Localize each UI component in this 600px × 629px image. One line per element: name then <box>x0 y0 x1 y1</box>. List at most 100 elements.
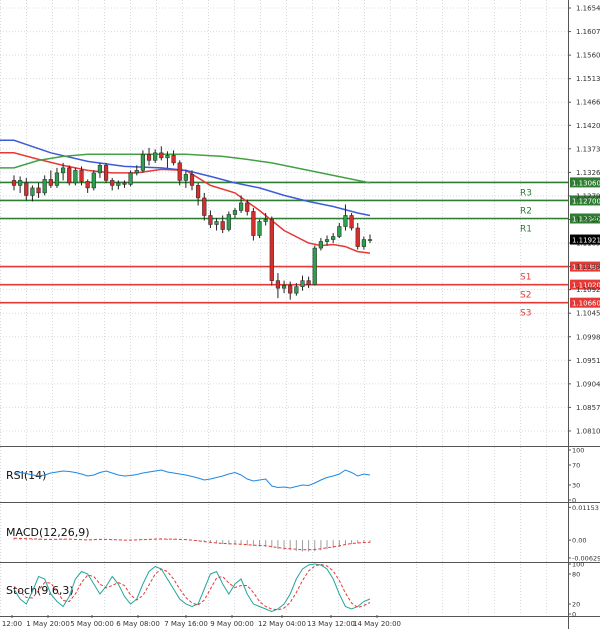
candle-body-down <box>196 185 201 199</box>
candle-body-down <box>24 182 29 196</box>
level-name-r1: R1 <box>520 224 532 234</box>
candle <box>331 233 336 244</box>
candle-body-up <box>300 280 305 287</box>
candle <box>349 212 354 231</box>
time-tick-label: 5 May 00:00 <box>70 620 114 628</box>
candle-body-up <box>42 179 47 194</box>
candle <box>91 170 96 191</box>
candle-body-down <box>275 280 281 289</box>
price-tick-label: 1.11380 <box>576 263 600 271</box>
candle-body-up <box>134 170 139 174</box>
candle <box>202 192 207 221</box>
candle-body-down <box>349 215 354 229</box>
candle <box>300 275 305 291</box>
rsi-line <box>13 469 371 489</box>
candle <box>73 167 78 186</box>
candle-body-down <box>245 202 250 212</box>
time-axis: 12:00 1 May 20:00 5 May 00:00 6 May 08:00 7 … <box>2 615 401 628</box>
candle-body-down <box>159 152 164 159</box>
candle-body-down <box>103 165 109 181</box>
time-tick-label: 1 May 20:00 <box>26 620 70 628</box>
candle <box>318 238 323 251</box>
candle-body-up <box>54 172 60 186</box>
candle <box>183 170 188 188</box>
candle <box>214 217 219 231</box>
candle-body-down <box>269 219 274 281</box>
macd-signal-line <box>13 537 371 551</box>
time-tick-label: 13 May 12:00 <box>307 620 355 628</box>
candle <box>30 185 35 202</box>
candle <box>294 283 299 296</box>
candle-body-up <box>239 202 244 211</box>
candle <box>116 180 121 190</box>
candle-body-down <box>171 155 176 164</box>
candle-body-up <box>318 241 323 249</box>
candle-body-up <box>324 239 330 242</box>
candle <box>196 182 201 206</box>
indicator-tick-label: 0 <box>572 497 576 505</box>
level-price-badge <box>570 195 600 206</box>
candle <box>275 273 281 299</box>
candle-body-up <box>183 174 188 181</box>
level-price-badge <box>570 177 600 188</box>
time-tick-label: 7 May 16:00 <box>164 620 208 628</box>
candle-body-up <box>337 226 342 237</box>
candle <box>153 149 158 163</box>
moving-average-slow <box>0 153 371 184</box>
moving-averages <box>0 139 371 254</box>
candle-body-down <box>208 215 213 225</box>
candle-body-up <box>214 221 219 225</box>
current-price-label: 1.11921 <box>572 237 600 245</box>
candle-body-down <box>177 162 182 181</box>
candle-body-down <box>251 211 256 236</box>
indicator-tick-label: 100 <box>572 447 584 455</box>
candle <box>232 207 238 218</box>
candle-body-up <box>128 172 133 185</box>
level-name-r3: R3 <box>520 188 532 198</box>
candle-body-down <box>146 154 152 161</box>
candle <box>239 195 244 213</box>
candle <box>281 280 287 294</box>
price-tick-label: 1.09980 <box>576 333 600 341</box>
price-tick-label: 1.09510 <box>576 357 600 365</box>
indicator-tick-label: 70 <box>572 462 580 470</box>
price-tick-label: 1.15600 <box>576 52 600 60</box>
candle-body-up <box>226 214 231 230</box>
current-price-badge <box>570 234 600 245</box>
time-tick-label: 12:00 <box>2 620 22 628</box>
candle <box>361 236 366 250</box>
candle-body-up <box>367 239 373 241</box>
candle <box>85 179 90 193</box>
candle-body-down <box>288 285 293 294</box>
candle <box>128 170 133 187</box>
price-tick-label: 1.15130 <box>576 75 600 83</box>
price-tick-label: 1.16070 <box>576 28 600 36</box>
candle-body-up <box>73 170 78 184</box>
candle-body-up <box>18 180 23 186</box>
candle <box>165 151 170 168</box>
candle <box>343 204 348 231</box>
indicator-tick-label: 0.01153 <box>572 504 599 512</box>
candle-body-up <box>153 152 158 161</box>
candle <box>140 150 145 173</box>
indicator-title: RSI(14) <box>6 469 46 482</box>
candle <box>251 207 256 241</box>
indicator-panel: 100 80 20 0 Stoch(9,6,3) <box>0 561 600 619</box>
level-price-badge <box>570 279 600 290</box>
indicator-title: MACD(12,26,9) <box>6 526 90 539</box>
candle-body-up <box>61 167 66 174</box>
candle <box>79 166 84 186</box>
price-tick-label: 1.14200 <box>576 122 600 130</box>
price-tick-label: 1.08570 <box>576 404 600 412</box>
level-price-label: 1.12340 <box>572 215 600 223</box>
price-tick-label: 1.12790 <box>576 192 600 200</box>
candle-body-down <box>67 167 72 184</box>
time-tick-label: 6 May 08:00 <box>116 620 160 628</box>
candlesticks <box>11 146 373 300</box>
candle <box>220 215 225 234</box>
indicator-panel: 0.01153 0.00 -0.00629 MACD(12,26,9) <box>0 504 600 563</box>
candle <box>54 167 60 188</box>
candle <box>306 276 311 289</box>
indicator-title: Stoch(9,6,3) <box>6 584 74 597</box>
